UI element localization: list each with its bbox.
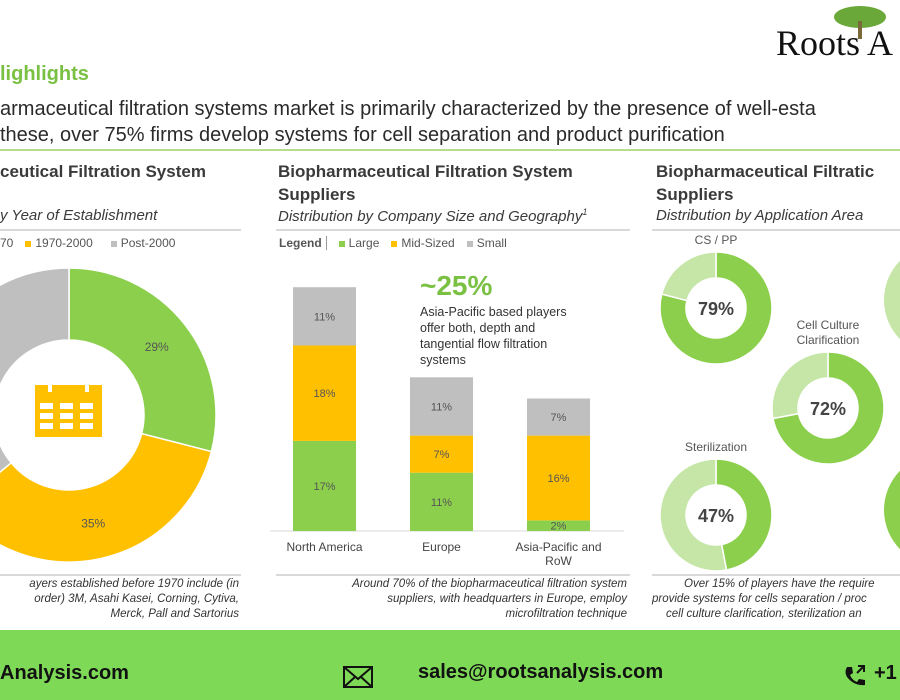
panel1-subtitle: y Year of Establishment [0, 207, 158, 224]
donut-label: Sterilization [685, 440, 747, 454]
donut-slice-rest [659, 458, 728, 572]
category-label: Europe [422, 540, 461, 554]
bar-label: 11% [314, 311, 335, 323]
year-donut-chart: 29% 35% [0, 267, 217, 563]
bar-label: 7% [551, 412, 567, 424]
bar-label: 18% [313, 388, 335, 400]
bar-label: 16% [547, 473, 569, 485]
panel1-footnote: ayers established before 1970 include (i… [29, 578, 239, 620]
bar-large-1 [410, 472, 473, 531]
bar-small-0 [293, 287, 356, 346]
data-label: 29% [145, 340, 169, 354]
legend-item: 1970-2000 [25, 236, 93, 250]
panel2-footnote: Around 70% of the biopharmaceutical filt… [352, 578, 627, 620]
partial-donut [884, 470, 900, 550]
footer-bar: Analysis.com sales@rootsanalysis.com +1 [0, 630, 900, 700]
panel1-title: ceutical Filtration System [0, 162, 206, 181]
data-label: 35% [81, 516, 105, 530]
donut-value: 79% [698, 299, 734, 319]
callout-value: ~25% [420, 270, 493, 301]
panel2-legend: Legend Large Mid-Sized Small [279, 236, 507, 250]
roots-analysis-logo [776, 5, 900, 75]
donut-value: 47% [698, 506, 734, 526]
donut-slice-1970-2000 [0, 432, 213, 563]
donut-slice-value [659, 251, 773, 365]
bar-large-0 [293, 440, 356, 531]
bar-large-2 [527, 520, 590, 531]
divider [652, 229, 900, 231]
donut-slice-pre-1970 [68, 267, 217, 453]
partial-donut [884, 260, 900, 340]
phone-number[interactable]: +1 [874, 662, 897, 684]
category-label: RoW [545, 554, 572, 568]
donut-slice-value [772, 351, 885, 465]
stacked-bar-chart: 17% 18% 11% North America 11% 7% 11% Europe 2% 16… [270, 287, 624, 568]
legend-item: Post-2000 [110, 236, 175, 250]
headline-line: these, over 75% firms develop systems fo… [0, 124, 725, 146]
bar-mid-sized-0 [293, 345, 356, 441]
donut-label: Clarification [797, 333, 860, 347]
bar-label: 11% [431, 497, 452, 509]
donut-slice-rest [771, 351, 829, 420]
legend-item: Small [466, 236, 507, 250]
tree-icon [834, 6, 886, 39]
donut-label: CS / PP [695, 233, 738, 247]
divider [0, 574, 241, 576]
panel3-title: Biopharmaceutical Filtratic Suppliers [656, 162, 875, 204]
website-link[interactable]: Analysis.com [0, 662, 129, 684]
logo-text: Roots A [776, 23, 894, 63]
section-title: lighlights [0, 63, 89, 85]
legend-item: Mid-Sized [391, 236, 455, 250]
donut-label: Cell Culture [797, 318, 860, 332]
headline: armaceutical filtration systems market i… [0, 96, 816, 148]
panel2-title: Biopharmaceutical Filtration System Suppl… [278, 162, 573, 204]
phone-icon [845, 665, 865, 686]
bar-mid-sized-1 [410, 435, 473, 473]
divider [276, 574, 630, 576]
donut-slice-post-2000 [0, 267, 70, 474]
panel1-legend: 70 1970-2000 Post-2000 [0, 236, 175, 250]
donut-slice-rest [660, 251, 717, 302]
headline-line: armaceutical filtration systems market i… [0, 98, 816, 120]
divider [652, 574, 900, 576]
bar-small-1 [410, 377, 473, 436]
category-label: Asia-Pacific and [515, 540, 601, 554]
donut-slice-value [715, 458, 773, 571]
legend-item: Large [338, 236, 379, 250]
divider [276, 229, 630, 231]
divider [0, 149, 900, 151]
panel2-subtitle: Distribution by Company Size and Geograp… [278, 207, 588, 225]
bar-small-2 [527, 398, 590, 436]
bar-label: 2% [551, 521, 567, 533]
bar-label: 7% [434, 449, 450, 461]
bar-label: 11% [431, 401, 452, 413]
bar-label: 17% [313, 481, 335, 493]
callout-text: Asia-Pacific based players offer both, de… [420, 305, 567, 367]
panel3-footnote: Over 15% of players have the require prov… [652, 578, 875, 620]
email-link[interactable]: sales@rootsanalysis.com [418, 661, 664, 683]
divider [0, 229, 241, 231]
calendar-icon [35, 378, 102, 437]
legend-title: Legend [279, 236, 327, 250]
bar-mid-sized-2 [527, 435, 590, 521]
mail-icon [343, 666, 373, 688]
category-label: North America [286, 540, 362, 554]
donut-value: 72% [810, 399, 846, 419]
legend-item: 70 [0, 236, 14, 250]
panel3-subtitle: Distribution by Application Area [656, 207, 864, 224]
